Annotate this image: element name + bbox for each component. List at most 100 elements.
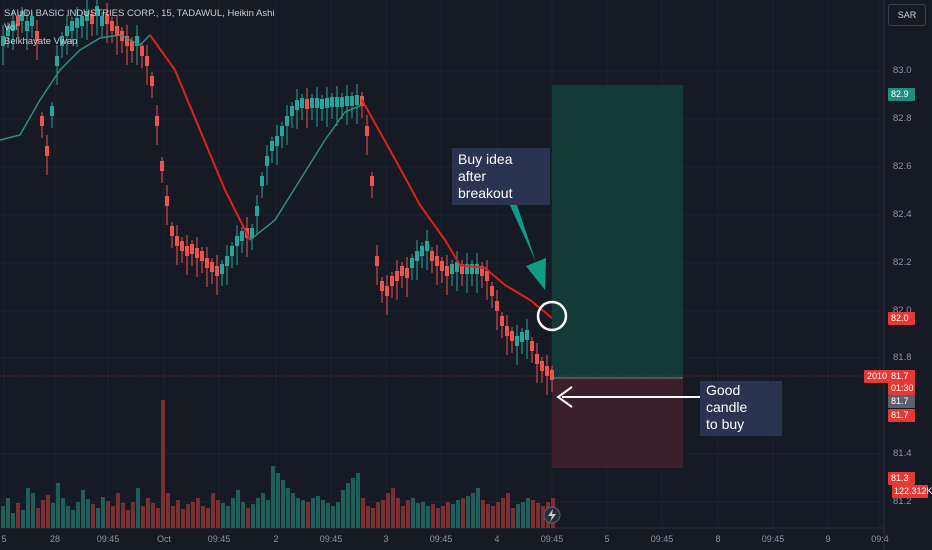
candle-body	[385, 286, 389, 296]
countdown-label: 01:30	[888, 382, 915, 395]
volume-bar	[526, 498, 530, 528]
time-tick: 5	[1, 534, 7, 544]
candle-body	[345, 96, 349, 106]
volume-bar	[81, 490, 85, 528]
volume-bar	[341, 490, 345, 528]
candle-body	[545, 366, 549, 376]
volume-bar	[416, 503, 420, 528]
time-tick: 09:45	[319, 534, 343, 544]
volume-bar	[446, 502, 450, 528]
entry-line-price-label: 82.0	[888, 312, 915, 325]
volume-bar	[381, 500, 385, 528]
volume-bar	[61, 498, 65, 528]
volume-bar	[231, 498, 235, 528]
volume-bar	[86, 499, 90, 528]
volume-bar	[121, 503, 125, 528]
candle-body	[530, 341, 534, 351]
volume-bar	[376, 502, 380, 528]
candle-body	[65, 26, 69, 36]
volume-bar	[461, 498, 465, 528]
candle-body	[445, 266, 449, 276]
volume-bar	[131, 502, 135, 528]
volume-bar	[116, 493, 120, 528]
candle-body	[250, 228, 254, 238]
good-candle-line1: Good candle	[706, 382, 748, 415]
symbol-title[interactable]: SAUDI BASIC INDUSTRIES CORP., 15, TADAWU…	[4, 8, 275, 19]
candle-body	[255, 206, 259, 216]
volume-indicator-label[interactable]: Vol	[4, 22, 18, 33]
volume-bar	[266, 500, 270, 528]
candle-body	[405, 268, 409, 278]
candle-body	[140, 46, 144, 56]
volume-bar	[271, 466, 275, 528]
volume-bar	[126, 510, 130, 528]
time-tick: 09:45	[650, 534, 674, 544]
candle-body	[155, 116, 159, 126]
candle-body	[355, 95, 359, 105]
candle-body	[480, 266, 484, 276]
chart-legend: SAUDI BASIC INDUSTRIES CORP., 15, TADAWU…	[4, 7, 274, 49]
volume-bar	[291, 493, 295, 528]
good-candle-note[interactable]: Good candle to buy	[700, 381, 782, 436]
time-tick: 8	[715, 534, 721, 544]
candle-body	[215, 266, 219, 276]
highlight-circle	[536, 300, 568, 332]
volume-bar	[336, 502, 340, 528]
candle-body	[400, 266, 404, 276]
time-tick: 3	[383, 534, 389, 544]
candle-body	[70, 21, 74, 31]
volume-bar	[226, 506, 230, 528]
candle-body	[130, 41, 134, 51]
volume-bar	[431, 504, 435, 528]
volume-bar	[141, 506, 145, 528]
candle-body	[550, 370, 554, 380]
volume-bar	[466, 496, 470, 528]
drawings	[502, 184, 700, 524]
target-price-label: 82.9	[888, 88, 915, 101]
volume-bar	[421, 502, 425, 528]
candle-body	[350, 96, 354, 106]
buy-idea-note[interactable]: Buy idea after breakout	[452, 148, 550, 205]
time-tick: 4	[494, 534, 500, 544]
candle-body	[515, 336, 519, 346]
candle-body	[115, 26, 119, 36]
volume-bar	[256, 498, 260, 528]
volume-bar	[276, 473, 280, 528]
price-tick: 82.4	[893, 209, 912, 220]
candle-body	[105, 14, 109, 24]
current-price-label: 81.7	[888, 370, 915, 383]
candle-body	[240, 231, 244, 241]
volume-bar	[51, 503, 55, 528]
volume-bar	[171, 506, 175, 528]
candle-body	[495, 301, 499, 311]
volume-bar	[491, 506, 495, 528]
volume-bar	[371, 508, 375, 528]
time-tick: 09:45	[429, 534, 453, 544]
volume-bar	[151, 503, 155, 528]
candle-body	[540, 361, 544, 371]
price-tick: 81.2	[893, 496, 912, 507]
candle-body	[180, 241, 184, 251]
buy-idea-line1: Buy idea	[458, 151, 513, 167]
volume-bar	[16, 503, 20, 528]
time-tick: 9	[825, 534, 831, 544]
volume-bar	[501, 498, 505, 528]
candle-body	[450, 264, 454, 274]
price-tick: 82.0	[893, 305, 912, 316]
buy-idea-line2: after breakout	[458, 168, 513, 201]
stop-price-label: 81.3	[888, 472, 915, 485]
volume-bar	[496, 502, 500, 528]
time-tick: 28	[49, 534, 61, 544]
candle-body	[230, 246, 234, 256]
currency-button[interactable]: SAR	[888, 4, 926, 26]
candle-body	[370, 176, 374, 186]
candle-body	[20, 11, 24, 21]
entry-price-label-2: 81.7	[888, 409, 915, 422]
time-tick: 5	[604, 534, 610, 544]
volume-bar	[176, 500, 180, 528]
vwap-indicator-label[interactable]: Belkhayate Vwap	[4, 36, 78, 47]
candle-body	[220, 264, 224, 274]
volume-bar	[346, 483, 350, 528]
price-tick: 81.8	[893, 352, 912, 363]
